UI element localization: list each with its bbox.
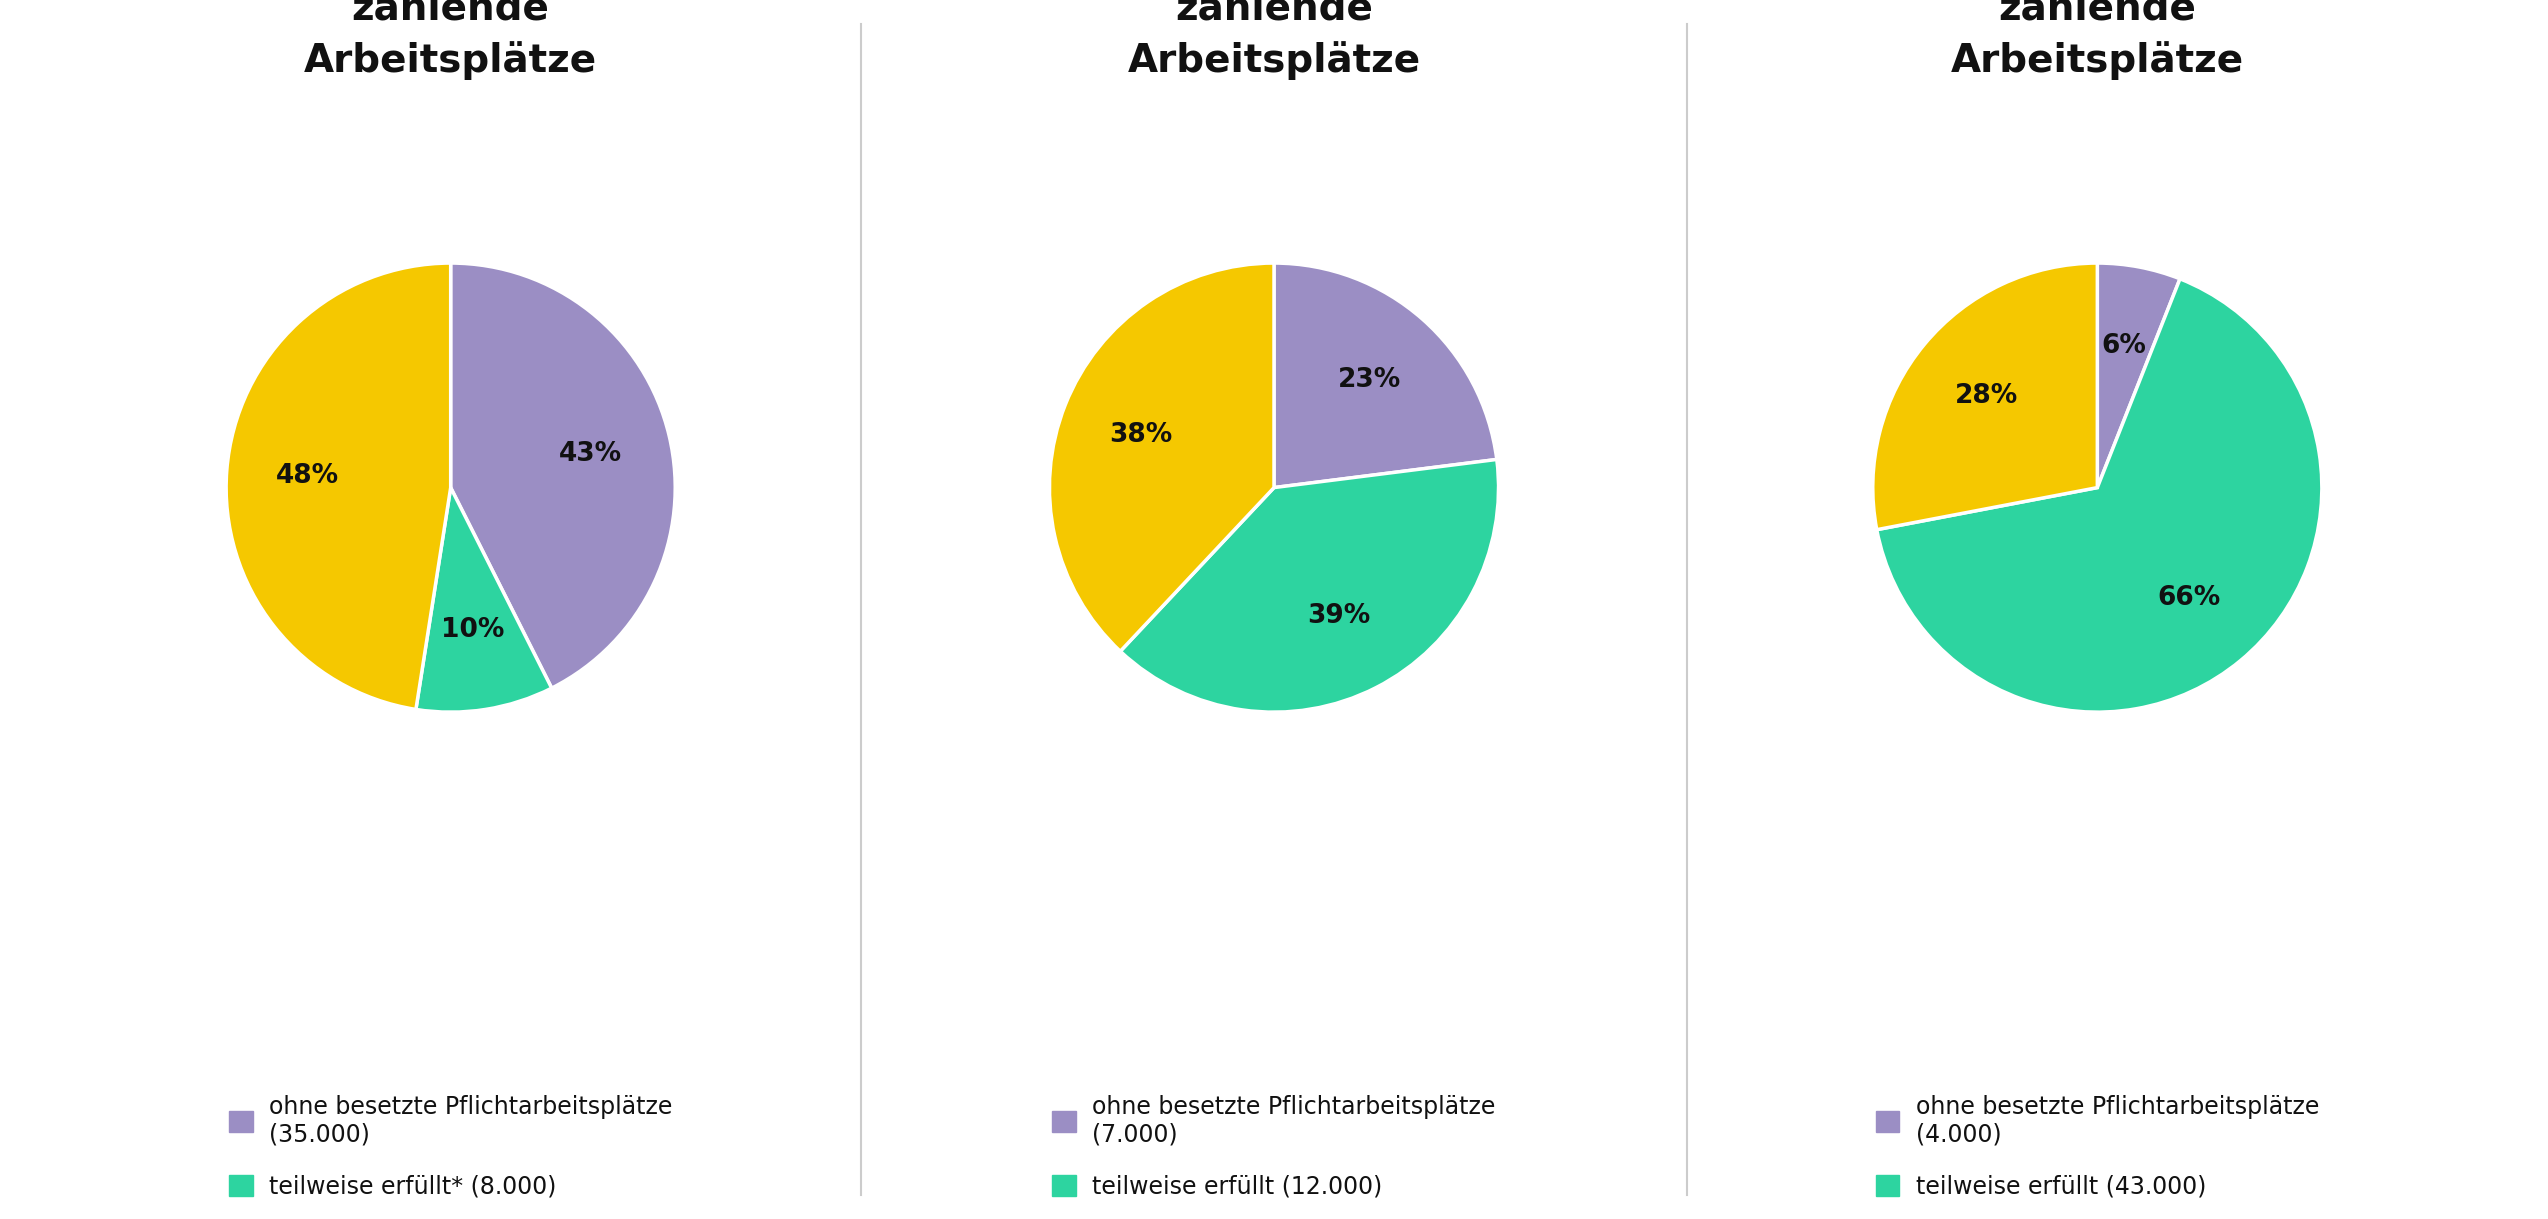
- Legend: ohne besetzte Pflichtarbeitsplätze
(7.000), teilweise erfüllt (12.000), erfüllt : ohne besetzte Pflichtarbeitsplätze (7.00…: [1052, 1095, 1496, 1219]
- Text: 39%: 39%: [1307, 602, 1371, 629]
- Wedge shape: [451, 263, 675, 689]
- Wedge shape: [227, 263, 451, 709]
- Text: 43%: 43%: [558, 441, 622, 467]
- Text: 38%: 38%: [1108, 422, 1172, 447]
- Title: 60 und mehr zu
zählende
Arbeitsplätze: 60 und mehr zu zählende Arbeitsplätze: [1926, 0, 2268, 79]
- Text: 28%: 28%: [1954, 383, 2018, 410]
- Title: 40 bis unter 60 zu
zählende
Arbeitsplätze: 40 bis unter 60 zu zählende Arbeitsplätz…: [1075, 0, 1473, 79]
- Title: 20 bis unter 40 zu
zählende
Arbeitsplätze: 20 bis unter 40 zu zählende Arbeitsplätz…: [252, 0, 650, 79]
- Legend: ohne besetzte Pflichtarbeitsplätze
(35.000), teilweise erfüllt* (8.000), erfüllt: ohne besetzte Pflichtarbeitsplätze (35.0…: [229, 1095, 673, 1219]
- Text: 6%: 6%: [2102, 334, 2145, 360]
- Wedge shape: [1050, 263, 1274, 651]
- Text: 66%: 66%: [2158, 585, 2219, 611]
- Wedge shape: [1274, 263, 1496, 488]
- Text: 23%: 23%: [1338, 367, 1401, 393]
- Wedge shape: [1873, 263, 2097, 530]
- Wedge shape: [1121, 460, 1498, 712]
- Text: 48%: 48%: [275, 463, 339, 490]
- Wedge shape: [1878, 279, 2321, 712]
- Text: 10%: 10%: [441, 617, 505, 642]
- Legend: ohne besetzte Pflichtarbeitsplätze
(4.000), teilweise erfüllt (43.000), erfüllt : ohne besetzte Pflichtarbeitsplätze (4.00…: [1875, 1095, 2319, 1219]
- Wedge shape: [415, 488, 553, 712]
- Wedge shape: [2097, 263, 2181, 488]
